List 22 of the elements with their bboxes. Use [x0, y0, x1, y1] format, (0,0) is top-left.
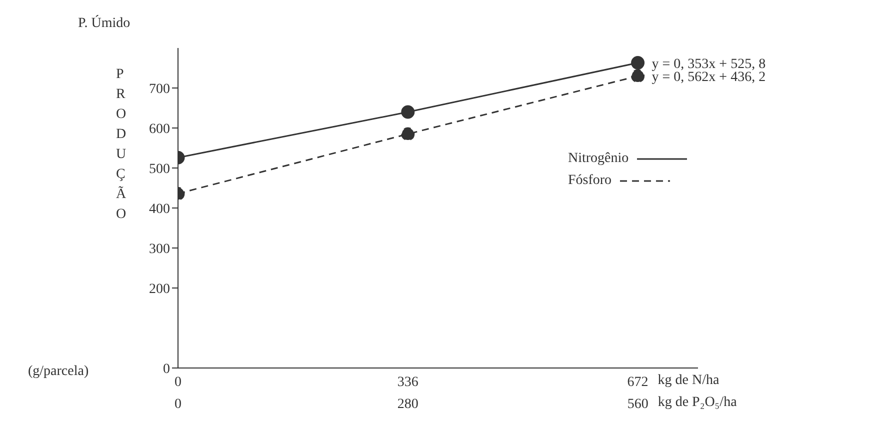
x-tick-label: 0 — [174, 374, 182, 390]
annotation-text: P. Úmido — [78, 16, 130, 32]
x2-tick-label: 560 — [627, 396, 648, 412]
y-tick-label: 700 — [149, 82, 170, 97]
y-tick-label: 600 — [149, 122, 170, 137]
annotation: y = 0, 562x + 436, 2 — [652, 70, 766, 85]
x2-tick-label: 280 — [397, 396, 418, 412]
y-tick-label: 400 — [149, 202, 170, 217]
y-tick-label: 300 — [149, 242, 170, 257]
x-tick-label: 336 — [397, 374, 418, 390]
y-tick-label: 0 — [163, 362, 170, 377]
legend-label: Nitrogênio — [568, 151, 629, 167]
y-tick-label: 500 — [149, 162, 170, 177]
x2-axis-title: kg de P₂O₅/ha — [658, 395, 738, 410]
x-tick-label: 672 — [627, 374, 648, 390]
y-axis-title: PRODUÇÃO — [116, 67, 127, 222]
legend-label: Fósforo — [568, 173, 612, 189]
y-tick-label: 200 — [149, 282, 170, 297]
annotation: y = 0, 353x + 525, 8 — [652, 56, 766, 72]
annotation-text: (g/parcela) — [28, 364, 89, 380]
x-axis-title: kg de N/ha — [658, 373, 720, 388]
x2-tick-label: 0 — [174, 396, 182, 412]
